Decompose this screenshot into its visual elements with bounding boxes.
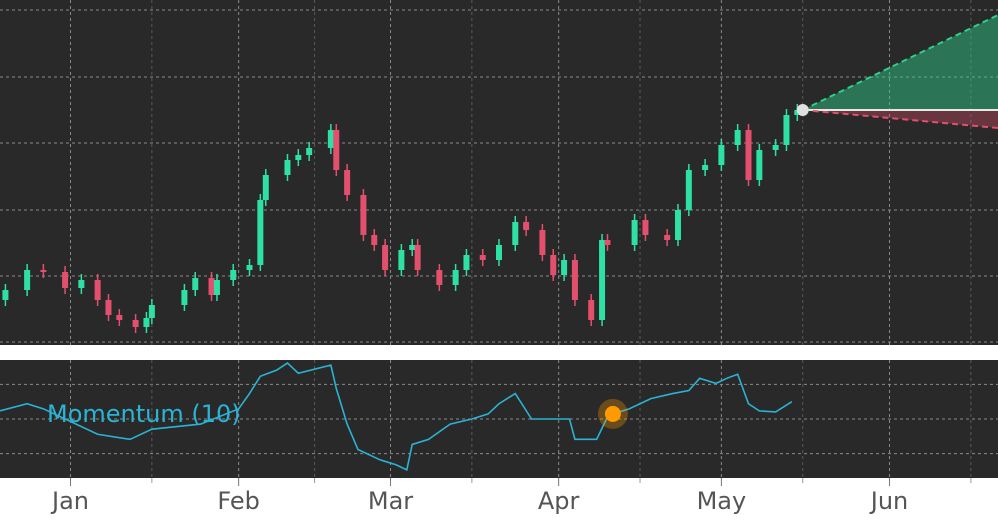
- candle-body: [192, 278, 199, 290]
- candle-body: [631, 220, 638, 245]
- candle-body: [479, 255, 486, 260]
- x-tick-label: Jun: [869, 487, 909, 515]
- momentum-line: [0, 362, 793, 472]
- candle-body: [208, 278, 215, 295]
- candle-body: [604, 240, 611, 245]
- candle-body: [181, 290, 188, 305]
- candle-body: [105, 300, 112, 315]
- candle-body: [783, 115, 790, 145]
- candle-body: [550, 255, 557, 275]
- candle-body: [772, 145, 779, 150]
- candle-body: [371, 235, 378, 245]
- highlight-point: [604, 405, 621, 422]
- candle-body: [2, 290, 9, 300]
- candle-body: [685, 170, 692, 210]
- candle-body: [674, 210, 681, 240]
- candle-body: [78, 280, 85, 288]
- candle-body: [664, 235, 671, 240]
- candle-body: [257, 200, 264, 265]
- candle-body: [284, 160, 291, 175]
- candle-body: [571, 260, 578, 300]
- candle-body: [116, 315, 123, 320]
- candle-body: [40, 270, 47, 272]
- candle-body: [512, 222, 519, 245]
- candle-body: [414, 245, 421, 270]
- momentum-layer: [0, 360, 998, 478]
- forecast-origin: [796, 104, 809, 116]
- candle-body: [306, 148, 313, 155]
- candle-body: [745, 130, 752, 180]
- x-tick-label: May: [697, 487, 747, 515]
- candle-body: [230, 270, 237, 280]
- forecast-upper: [802, 14, 998, 111]
- x-tick-label: Jan: [50, 487, 89, 515]
- candle-body: [523, 222, 530, 230]
- price-layer: [0, 0, 998, 345]
- candle-body: [132, 320, 139, 327]
- candle-body: [344, 170, 351, 195]
- x-tick-label: Feb: [217, 487, 260, 515]
- candle-body: [262, 175, 269, 200]
- candle-body: [94, 280, 101, 300]
- forecast-lower: [802, 109, 998, 129]
- candle-body: [327, 130, 334, 148]
- candle-body: [539, 230, 546, 255]
- candle-body: [295, 155, 302, 160]
- x-tick-label: Apr: [538, 487, 580, 515]
- candle-body: [409, 245, 416, 250]
- candle-body: [143, 318, 150, 327]
- candle-body: [148, 305, 155, 318]
- price-panel: [0, 0, 998, 345]
- candle-body: [333, 130, 340, 170]
- candle-body: [599, 240, 606, 320]
- candle-body: [588, 300, 595, 320]
- forecast-area-low: [802, 110, 998, 128]
- candle-body: [702, 165, 709, 170]
- x-axis: Jan Feb Mar Apr May Jun: [50, 478, 972, 515]
- candle-body: [62, 272, 69, 288]
- candle-body: [496, 245, 502, 260]
- candle-body: [463, 255, 470, 270]
- candle-body: [436, 270, 443, 285]
- candle-body: [734, 130, 741, 145]
- candle-body: [246, 265, 253, 270]
- x-tick-label: Mar: [368, 487, 413, 515]
- candle-body: [642, 220, 649, 235]
- candle-body: [382, 245, 389, 270]
- candle-body: [398, 250, 405, 270]
- candle-body: [718, 145, 725, 165]
- candle-body: [756, 150, 763, 180]
- candle-body: [213, 280, 220, 295]
- candle-body: [561, 260, 568, 275]
- candle-body: [24, 270, 31, 290]
- candle-body: [452, 270, 459, 285]
- candle-body: [360, 195, 367, 235]
- indicator-label: Momentum (10): [47, 400, 241, 428]
